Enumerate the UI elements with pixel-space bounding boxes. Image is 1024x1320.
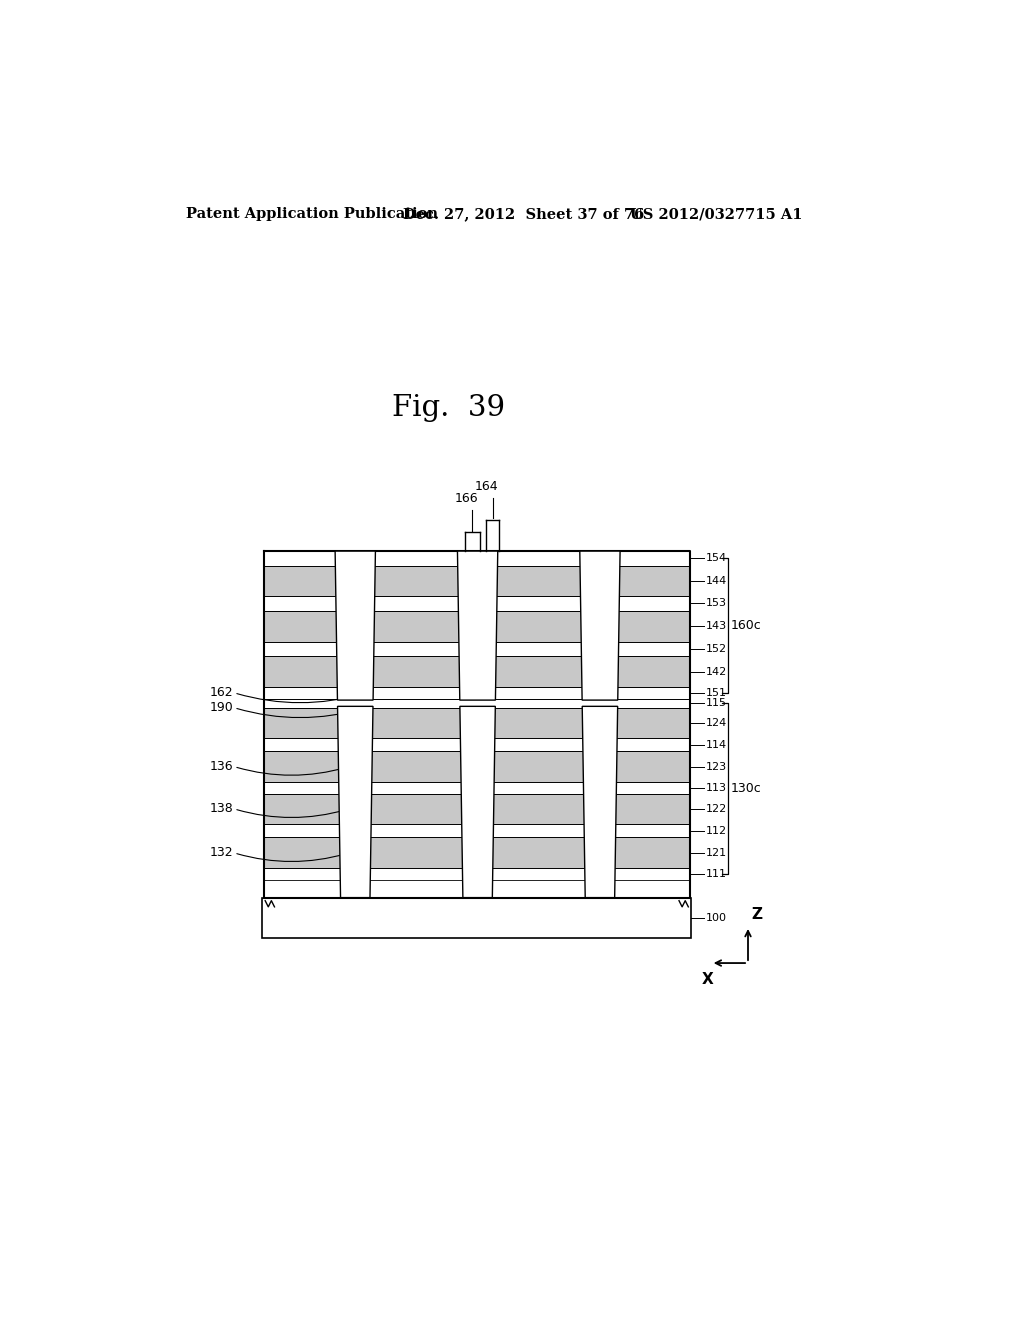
- Text: 121: 121: [707, 847, 727, 858]
- Bar: [263, 686, 690, 698]
- Text: 114: 114: [707, 739, 727, 750]
- Text: 164: 164: [474, 480, 498, 492]
- Text: US 2012/0327715 A1: US 2012/0327715 A1: [630, 207, 803, 222]
- Text: 152: 152: [707, 644, 727, 655]
- Polygon shape: [460, 706, 496, 898]
- Text: 124: 124: [707, 718, 727, 727]
- Bar: [263, 751, 690, 781]
- Text: 136: 136: [209, 760, 233, 774]
- Bar: [263, 793, 690, 824]
- Text: 190: 190: [209, 701, 233, 714]
- Bar: [263, 656, 690, 686]
- Text: 154: 154: [707, 553, 727, 564]
- Polygon shape: [335, 552, 376, 700]
- Text: 113: 113: [707, 783, 727, 793]
- Text: 111: 111: [707, 870, 727, 879]
- Text: 123: 123: [707, 762, 727, 772]
- Bar: [263, 738, 690, 751]
- Text: 166: 166: [455, 492, 478, 506]
- Bar: [263, 552, 690, 566]
- Text: 153: 153: [707, 598, 727, 609]
- Text: 144: 144: [707, 576, 727, 586]
- Text: 132: 132: [209, 846, 233, 859]
- Text: Z: Z: [752, 907, 763, 923]
- Text: 130c: 130c: [730, 783, 761, 795]
- Bar: [263, 869, 690, 880]
- Polygon shape: [580, 552, 621, 700]
- Text: 162: 162: [209, 686, 233, 700]
- Text: 138: 138: [209, 803, 233, 816]
- Text: 115: 115: [707, 698, 727, 709]
- Text: 142: 142: [707, 667, 727, 677]
- Text: Patent Application Publication: Patent Application Publication: [186, 207, 438, 222]
- Bar: [263, 566, 690, 597]
- Text: Dec. 27, 2012  Sheet 37 of 76: Dec. 27, 2012 Sheet 37 of 76: [403, 207, 644, 222]
- Text: 143: 143: [707, 622, 727, 631]
- Polygon shape: [338, 706, 373, 898]
- Bar: [263, 698, 690, 708]
- Bar: [263, 708, 690, 738]
- Bar: [263, 611, 690, 642]
- Text: X: X: [701, 973, 714, 987]
- Polygon shape: [458, 552, 498, 700]
- Bar: [263, 824, 690, 837]
- Text: 122: 122: [707, 804, 727, 814]
- Bar: [262, 898, 691, 937]
- Text: 112: 112: [707, 826, 727, 836]
- Polygon shape: [583, 706, 617, 898]
- Text: 151: 151: [707, 688, 727, 698]
- Bar: [263, 642, 690, 656]
- Text: 160c: 160c: [730, 619, 761, 632]
- Text: Fig.  39: Fig. 39: [391, 395, 505, 422]
- Text: 100: 100: [707, 912, 727, 923]
- Bar: [263, 597, 690, 611]
- Bar: [263, 837, 690, 869]
- Bar: [263, 781, 690, 793]
